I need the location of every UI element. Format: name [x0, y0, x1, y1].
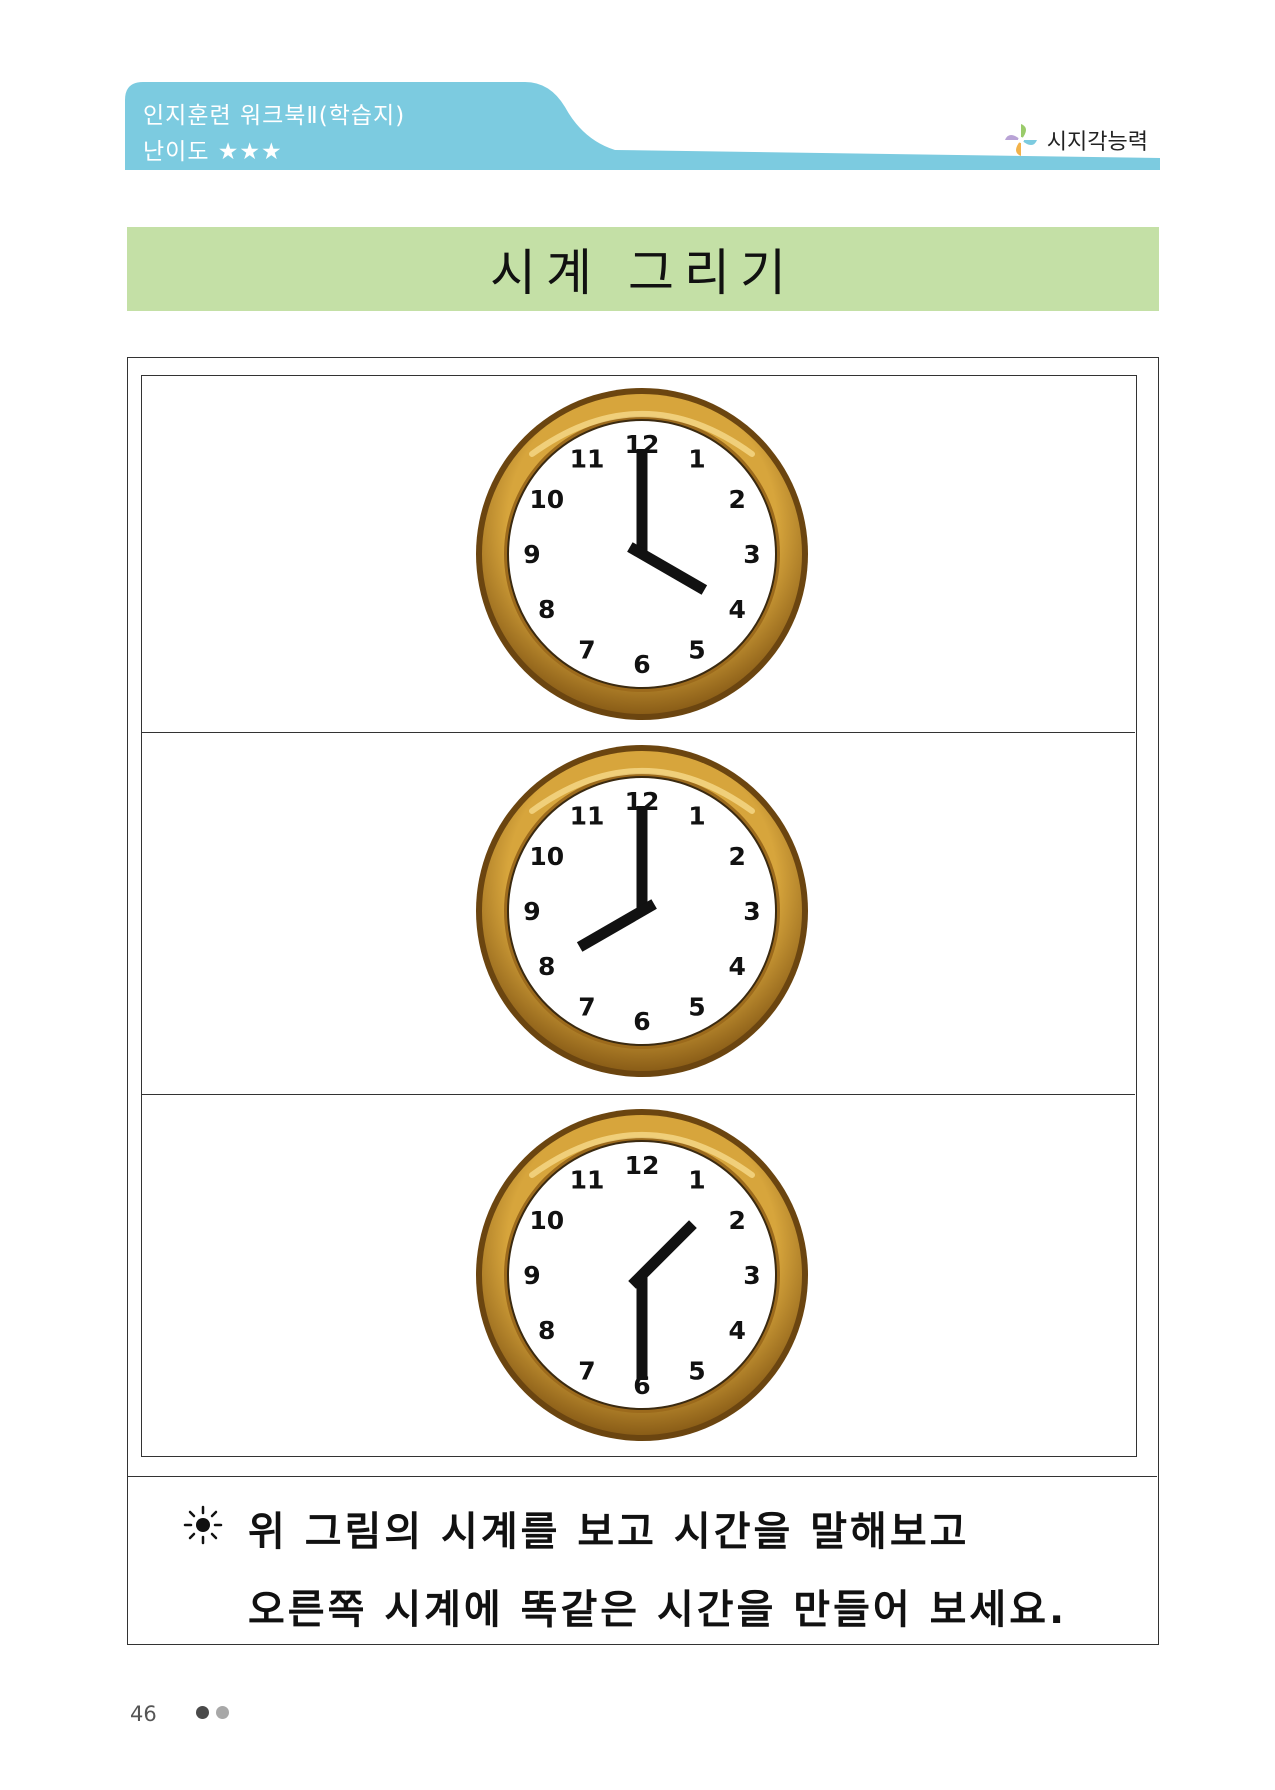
footer-dot: [216, 1706, 229, 1719]
difficulty-label: 난이도 ★★★: [143, 139, 283, 165]
clock-number: 3: [743, 897, 760, 926]
header-banner: [125, 82, 1160, 170]
sun-icon: [183, 1505, 223, 1545]
clock-number: 10: [529, 1206, 564, 1235]
clock-rim-highlight: [529, 1132, 755, 1178]
clock-number: 9: [523, 1261, 540, 1290]
page-title: 시계 그리기: [490, 244, 796, 302]
pinwheel-icon: [1004, 124, 1037, 156]
clock-row: 12 1 2 3 4 5 6 7 8 9 10 11: [142, 376, 1135, 733]
clock-row: 12 1 2 3 4 5 6 7 8 9 10 11: [142, 733, 1135, 1095]
clock-number: 9: [523, 897, 540, 926]
clock-number: 5: [688, 992, 705, 1021]
clock-number: 10: [529, 485, 564, 514]
clock-number: 8: [538, 595, 555, 624]
clock-number: 11: [570, 802, 605, 831]
clock-number: 3: [743, 1261, 760, 1290]
clock-panel: 12 1 2 3 4 5 6 7 8 9 10 11 12 1 2 3 4 5 6 7 8 9 10 11 12 1 2 3 4 5 6…: [141, 375, 1137, 1457]
clock-number: 10: [529, 842, 564, 871]
clock-number: 8: [538, 952, 555, 981]
page-number: 46: [130, 1702, 157, 1726]
hour-hand: [576, 899, 657, 952]
clock-number: 6: [633, 650, 650, 679]
clock-number: 12: [625, 1151, 660, 1180]
clock-number: 8: [538, 1316, 555, 1345]
clock-number: 4: [729, 952, 746, 981]
clock-number: 11: [570, 445, 605, 474]
clock-number: 1: [688, 1166, 705, 1195]
worksheet-box: 12 1 2 3 4 5 6 7 8 9 10 11 12 1 2 3 4 5 6 7 8 9 10 11 12 1 2 3 4 5 6…: [127, 357, 1159, 1645]
clock-number: 2: [729, 1206, 746, 1235]
clock-number: 2: [729, 842, 746, 871]
clock-number: 4: [729, 595, 746, 624]
clock-number: 6: [633, 1007, 650, 1036]
clock-number: 7: [578, 992, 595, 1021]
clock-number: 7: [578, 635, 595, 664]
clock-number: 1: [688, 445, 705, 474]
clock-number: 5: [688, 1356, 705, 1385]
clock-rim-highlight: [529, 411, 755, 457]
clock-number: 4: [729, 1316, 746, 1345]
clock-number: 9: [523, 540, 540, 569]
clock-row: 12 1 2 3 4 5 6 7 8 9 10 11: [142, 1095, 1135, 1457]
clock-rim-highlight: [529, 768, 755, 814]
clock-number: 1: [688, 802, 705, 831]
footer-dot: [196, 1706, 209, 1719]
title-bar: 시계 그리기: [127, 227, 1159, 311]
clock-number: 2: [729, 485, 746, 514]
hour-hand: [627, 542, 708, 595]
clock-number: 3: [743, 540, 760, 569]
hour-hand: [628, 1220, 697, 1289]
footer-dots: [196, 1706, 229, 1719]
clock-number: 5: [688, 635, 705, 664]
clock-number: 11: [570, 1166, 605, 1195]
series-title: 인지훈련 워크북Ⅱ(학습지): [143, 103, 406, 129]
clock-number: 7: [578, 1356, 595, 1385]
category-tag: 시지각능력: [1003, 122, 1148, 158]
page-header: 인지훈련 워크북Ⅱ(학습지) 난이도 ★★★ 시지각능력: [125, 82, 1160, 170]
instruction-area: 위 그림의 시계를 보고 시간을 말해보고 오른쪽 시계에 똑같은 시간을 만들…: [128, 1476, 1157, 1644]
instruction-line-1: 위 그림의 시계를 보고 시간을 말해보고: [248, 1509, 970, 1555]
instruction-line-2: 오른쪽 시계에 똑같은 시간을 만들어 보세요.: [248, 1587, 1068, 1633]
category-label: 시지각능력: [1046, 130, 1148, 155]
